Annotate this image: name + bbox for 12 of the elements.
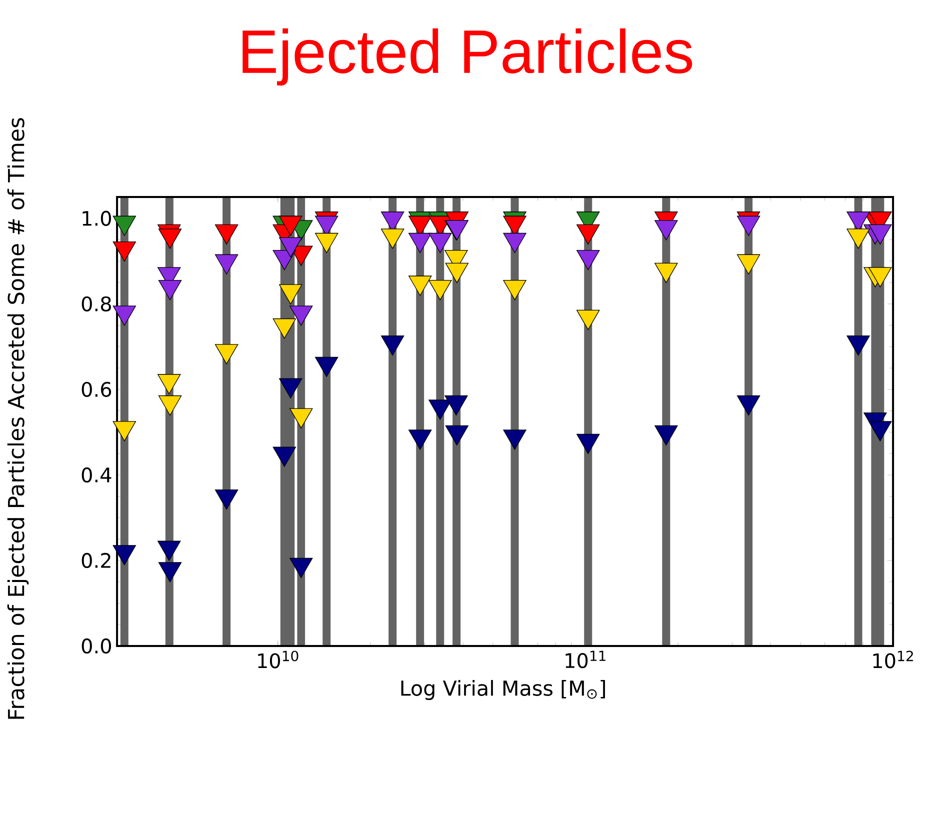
x-tick-label: 10$^{10}$ [258,650,298,668]
chart-title: Ejected Particles [242,28,692,86]
x-axis-title: Log Virial Mass [M$_{⊙}$] [401,680,605,700]
y-tick-label: 1.0 [82,210,112,226]
y-tick-label: 0.0 [82,638,112,654]
y-axis-title: Fraction of Ejected Particles Accreted Some # of Times [7,118,29,719]
x-tick-label: 10$^{12}$ [873,650,913,668]
y-tick-label: 0.6 [82,382,112,397]
y-tick-label: 0.8 [82,296,111,312]
y-tick-label: 0.2 [82,552,110,568]
x-tick-label: 10$^{11}$ [566,650,606,668]
y-tick-label: 0.4 [82,467,112,483]
